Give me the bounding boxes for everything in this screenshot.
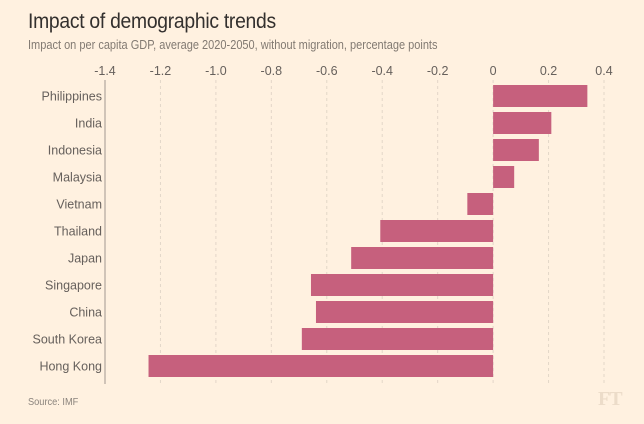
category-label: Vietnam [56,198,102,212]
category-label: Indonesia [48,144,102,158]
x-axis-ticks: -1.4 -1.2 -1.0 -0.8 -0.6 -0.4 -0.2 0 0.2 0.4 [94,64,613,78]
bars [148,85,588,377]
category-label: Hong Kong [39,360,102,374]
category-label: Malaysia [53,171,102,185]
x-tick-label: -0.2 [427,64,449,78]
category-label: Japan [68,252,102,266]
category-label: China [69,306,102,320]
x-tick-label: -1.0 [205,64,227,78]
bar-singapore [310,274,494,296]
x-tick-label: -0.4 [371,64,393,78]
x-tick-label: 0 [490,64,497,78]
x-tick-label: 0.4 [595,64,612,78]
category-label: India [75,117,102,131]
chart-title: Impact of demographic trends [28,10,276,33]
bar-japan [351,247,494,269]
category-label: Singapore [45,279,102,293]
bar-malaysia [493,166,515,188]
bar-hong-kong [148,355,494,377]
bar-india [493,112,552,134]
bar-indonesia [493,139,539,161]
x-tick-label: 0.2 [540,64,557,78]
source-note: Source: IMF [28,396,79,408]
bar-south-korea [301,328,494,350]
bar-thailand [380,220,494,242]
bar-philippines [493,85,588,107]
x-tick-label: -1.4 [94,64,116,78]
ft-logo: FT [598,388,623,410]
chart-subtitle: Impact on per capita GDP, average 2020-2… [28,38,438,52]
bar-china [315,301,494,323]
bar-vietnam [467,193,494,215]
x-tick-label: -0.6 [316,64,338,78]
x-tick-label: -1.2 [150,64,172,78]
category-label: Philippines [42,90,102,104]
x-tick-label: -0.8 [261,64,283,78]
category-label: South Korea [33,333,103,347]
category-labels: Philippines India Indonesia Malaysia Vietnam… [33,90,103,374]
category-label: Thailand [54,225,102,239]
